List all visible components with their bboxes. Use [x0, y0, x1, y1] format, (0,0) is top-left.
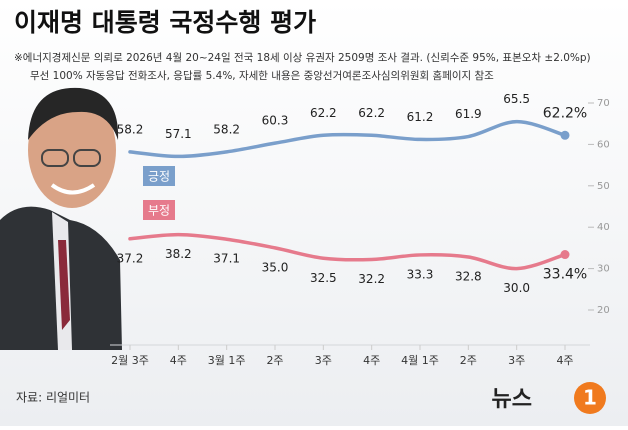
y-tick-label: 60	[597, 139, 610, 150]
source: 자료: 리얼미터	[16, 391, 90, 405]
y-tick-label: 40	[597, 222, 610, 233]
value-label: 33.3	[407, 267, 434, 281]
x-tick-label: 3주	[508, 354, 525, 367]
value-label: 57.1	[165, 127, 192, 141]
chart-title: 이재명 대통령 국정수행 평가	[14, 8, 316, 37]
value-label: 65.5	[503, 92, 530, 106]
value-label: 62.2%	[543, 105, 587, 121]
series-line	[128, 119, 567, 159]
end-point	[560, 250, 570, 260]
x-tick-label: 2주	[266, 354, 283, 367]
x-tick-label: 2월 3주	[111, 354, 149, 367]
end-point	[560, 130, 570, 140]
value-label: 37.1	[213, 252, 240, 266]
legend-label: 부정	[148, 204, 170, 218]
value-label: 35.0	[262, 260, 289, 274]
value-label: 32.8	[455, 270, 482, 284]
value-label: 33.4%	[543, 267, 587, 283]
value-label: 38.2	[165, 247, 192, 261]
subtitle: 무선 100% 자동응답 전화조사, 응답률 5.4%, 자세한 내용은 중앙선…	[30, 69, 494, 82]
value-label: 60.3	[262, 114, 289, 128]
x-tick-label: 2주	[460, 354, 477, 367]
series-line	[128, 232, 567, 271]
y-tick-label: 20	[597, 305, 610, 316]
value-label: 32.5	[310, 271, 337, 285]
value-label: 61.9	[455, 107, 482, 121]
legend-box	[143, 166, 175, 186]
x-tick-label: 4월 1주	[401, 354, 439, 367]
y-tick-label: 70	[597, 98, 610, 109]
x-tick-label: 4주	[170, 354, 187, 367]
x-tick-label: 4주	[363, 354, 380, 367]
value-label: 30.0	[503, 281, 530, 295]
subtitle: ※에너지경제신문 의뢰로 2026년 4월 20~24일 전국 18세 이상 유…	[14, 51, 591, 64]
logo: 뉴스 1	[492, 382, 606, 414]
x-tick-label: 3월 1주	[208, 354, 246, 367]
value-label: 62.2	[310, 106, 337, 120]
logo-circle	[574, 382, 606, 414]
legend-label: 긍정	[148, 170, 170, 184]
x-tick-label: 3주	[315, 354, 332, 367]
value-label: 62.2	[358, 106, 385, 120]
logo-number: 1	[583, 386, 597, 410]
photo	[0, 87, 122, 350]
x-tick-label: 4주	[556, 354, 573, 367]
value-label: 37.2	[117, 251, 144, 265]
y-tick-label: 30	[597, 264, 610, 275]
value-label: 61.2	[407, 110, 434, 124]
legend-box	[143, 200, 175, 220]
y-tick-label: 50	[597, 181, 610, 192]
value-label: 58.2	[213, 122, 240, 136]
value-label: 58.2	[117, 122, 144, 136]
value-label: 32.2	[358, 272, 385, 286]
logo-text: 뉴스	[492, 387, 532, 412]
